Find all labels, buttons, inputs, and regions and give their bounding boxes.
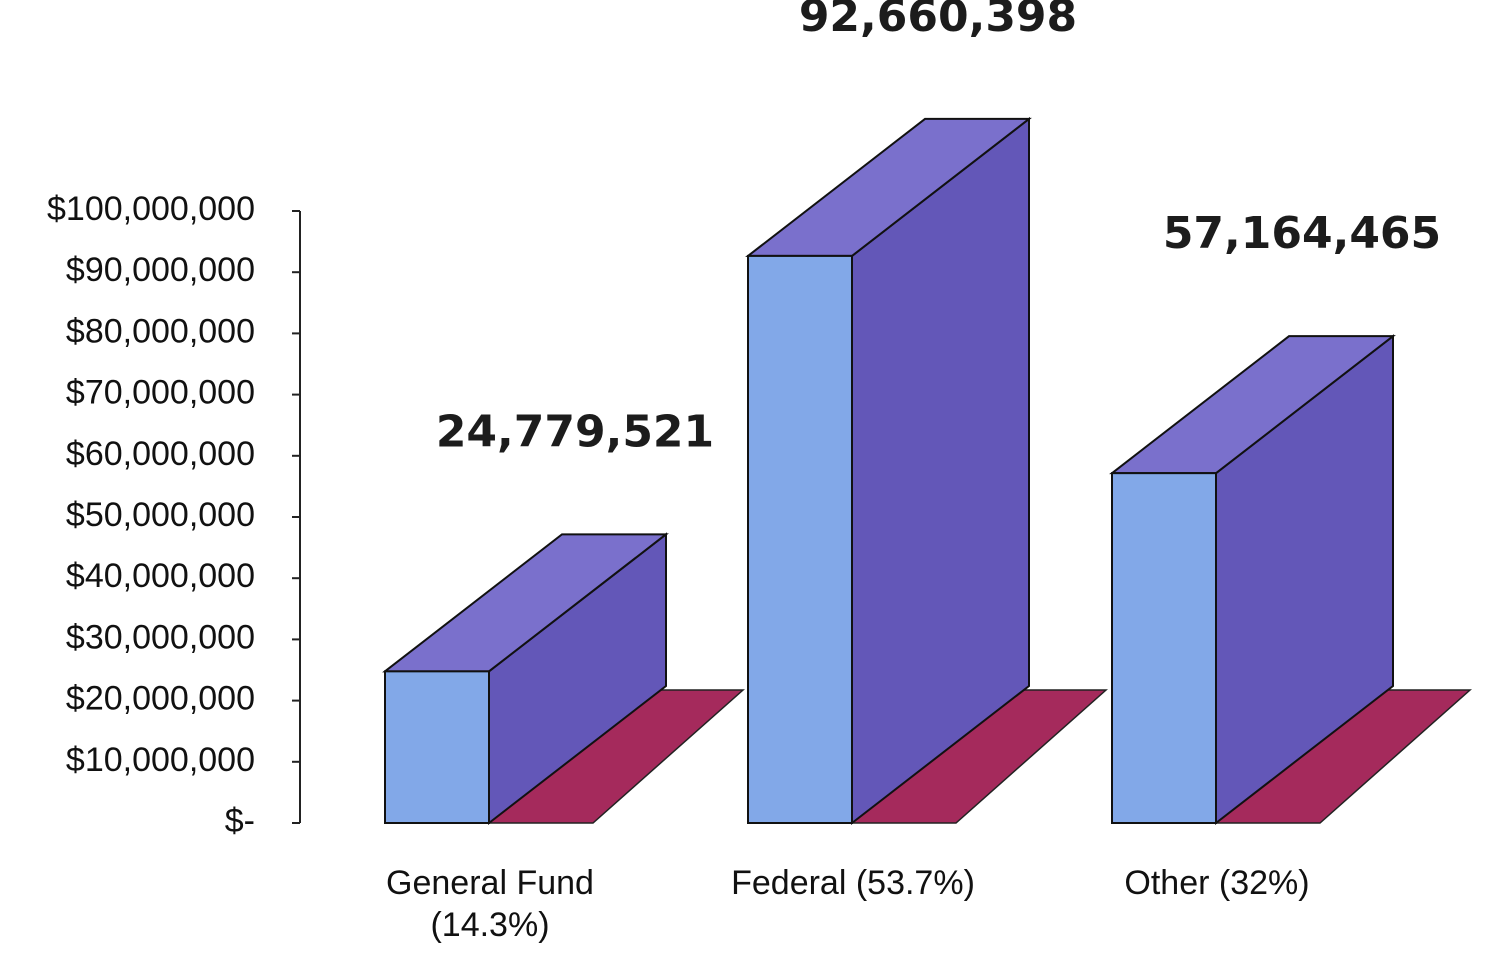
y-tick-label: $100,000,000 xyxy=(47,190,255,228)
y-tick-label: $70,000,000 xyxy=(66,374,255,412)
value-label: 92,660,398 xyxy=(799,0,1077,42)
bar-front xyxy=(1111,472,1217,824)
y-tick-label: $10,000,000 xyxy=(66,741,255,779)
y-tick-label: $50,000,000 xyxy=(66,496,255,534)
x-tick-label: Federal (53.7%) xyxy=(731,864,975,902)
value-label: 24,779,521 xyxy=(436,406,714,457)
y-tick-label: $20,000,000 xyxy=(66,680,255,718)
y-tick-label: $80,000,000 xyxy=(66,312,255,350)
bar-front xyxy=(384,670,490,824)
y-tick-label: $- xyxy=(225,802,255,840)
bar-front xyxy=(747,254,853,825)
y-tick-label: $40,000,000 xyxy=(66,557,255,595)
y-tick-label: $30,000,000 xyxy=(66,618,255,656)
y-tick-label: $90,000,000 xyxy=(66,251,255,289)
x-tick-label: Other (32%) xyxy=(1124,864,1310,902)
value-label: 57,164,465 xyxy=(1163,208,1441,259)
x-tick-label: General Fund (14.3%) xyxy=(386,864,594,944)
y-tick-label: $60,000,000 xyxy=(66,435,255,473)
